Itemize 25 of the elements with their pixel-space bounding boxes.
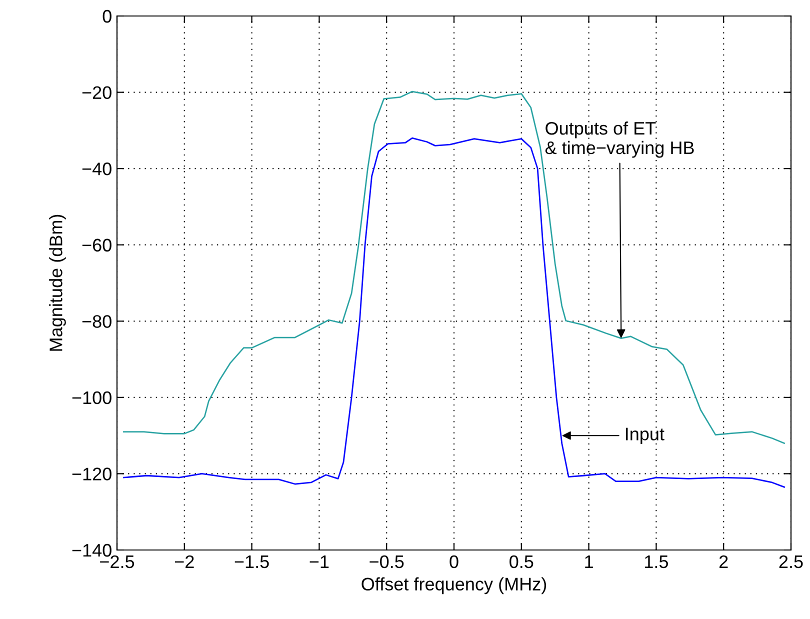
y-tick-label: −80 <box>82 315 112 328</box>
x-tick-label: 0.5 <box>510 555 534 568</box>
y-tick-label: −20 <box>82 86 112 100</box>
y-tick-label: −40 <box>82 162 112 176</box>
y-tick-label: −140 <box>72 544 112 557</box>
line-series <box>123 137 785 488</box>
x-tick-label: −2.5 <box>100 555 134 568</box>
line-series <box>123 90 785 444</box>
x-tick-label: −1 <box>310 556 329 568</box>
y-axis-title: Magnitude (dBm) <box>49 214 66 351</box>
x-tick-label: −0.5 <box>370 555 404 568</box>
x-tick-label: −2 <box>175 555 194 568</box>
y-tick-label: −100 <box>72 391 112 404</box>
x-tick-label: 1.5 <box>645 556 668 568</box>
x-tick-label: −1.5 <box>234 556 269 568</box>
y-tick-label: −120 <box>72 468 112 480</box>
y-tick-label: 0 <box>102 10 112 23</box>
x-tick-label: 0 <box>450 555 458 568</box>
annotation: Input <box>626 428 664 444</box>
x-tick-label: 1 <box>585 556 593 568</box>
x-axis-title: Offset frequency (MHz) <box>362 577 546 594</box>
y-tick-label: −60 <box>82 238 112 252</box>
annotation: Outputs of ET & time−varying HB <box>545 121 694 158</box>
x-tick-label: 2.5 <box>779 555 803 568</box>
x-tick-label: 2 <box>719 555 728 568</box>
